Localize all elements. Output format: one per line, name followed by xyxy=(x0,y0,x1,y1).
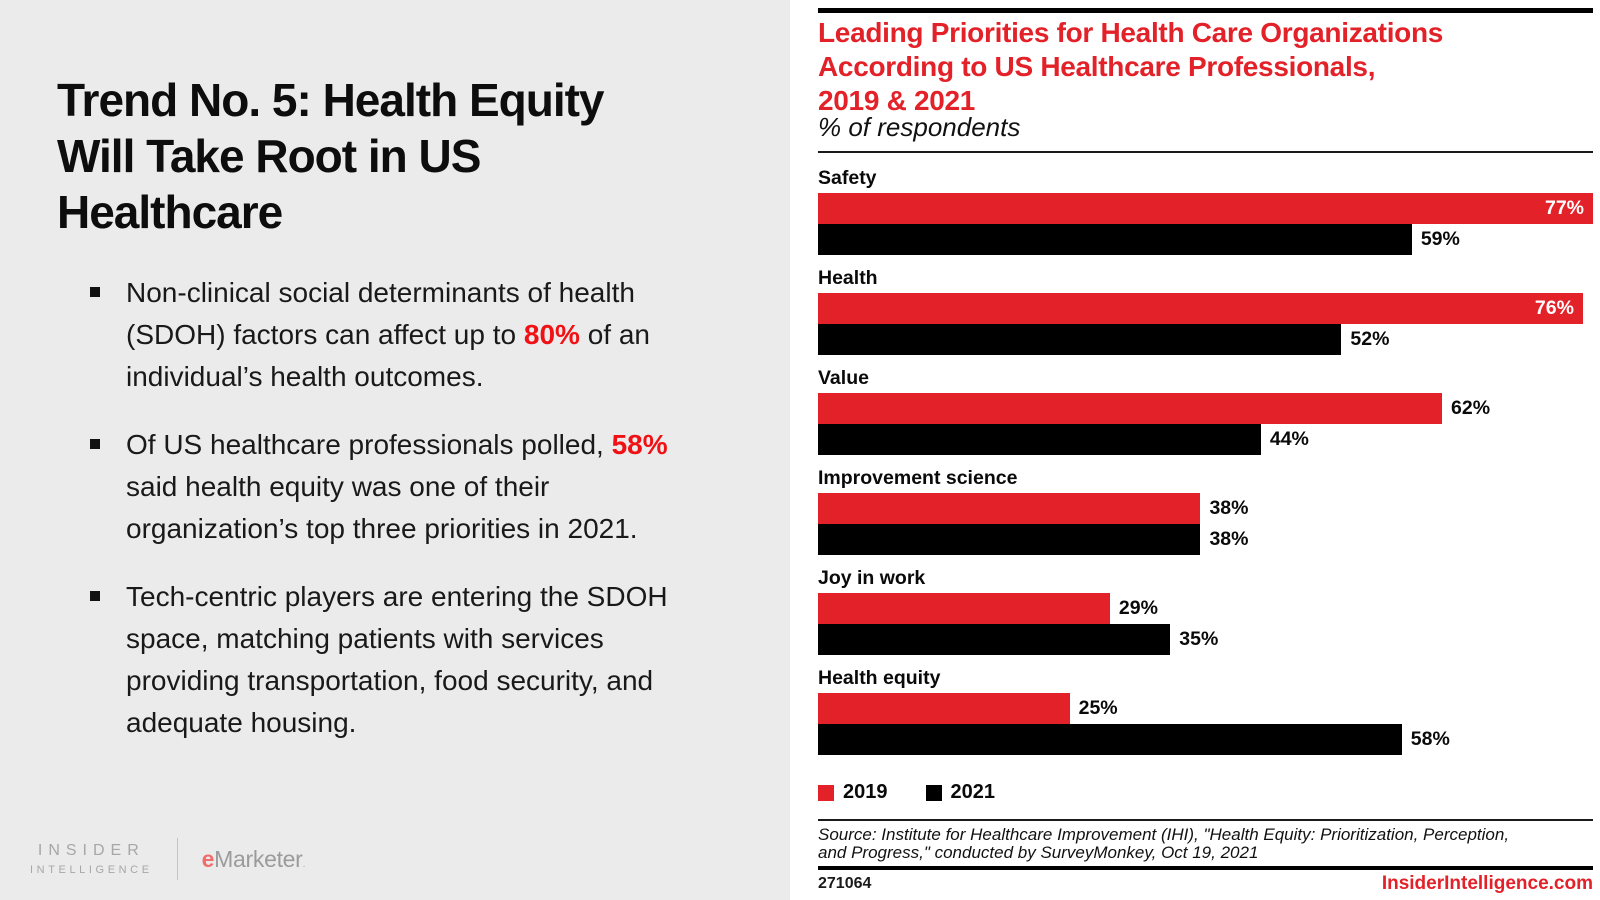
emarketer-logo-e: e xyxy=(201,845,215,872)
page-title: Trend No. 5: Health Equity Will Take Roo… xyxy=(57,72,757,240)
bullet-text: Tech-centric players are entering the SD… xyxy=(126,581,668,738)
bar-value-label: 77% xyxy=(1544,197,1584,219)
page-title-line: Will Take Root in US xyxy=(57,130,481,182)
legend-swatch xyxy=(925,784,942,801)
insider-intelligence-logo: INSIDER INTELLIGENCE xyxy=(30,842,153,876)
bar-2019: 77% xyxy=(818,193,1593,224)
chart-rows: Safety 77% 59% Health 76% 52% Value 62% 44% Impro… xyxy=(818,168,1593,768)
bar-value-label: 52% xyxy=(1350,328,1390,350)
chart-row: Improvement science 38% 38% xyxy=(818,468,1593,555)
emarketer-logo-dot: . xyxy=(302,857,306,870)
bar-line: 59% xyxy=(818,224,1593,255)
bar-2019 xyxy=(818,593,1110,624)
chart-row: Safety 77% 59% xyxy=(818,168,1593,255)
bar-line: 62% xyxy=(818,393,1593,424)
category-label: Health xyxy=(818,267,878,289)
footer-row: 271064 InsiderIntelligence.com xyxy=(818,873,1593,895)
emarketer-logo: eMarketer. xyxy=(202,846,306,873)
chart-row: Health 76% 52% xyxy=(818,268,1593,355)
bar-value-label: 29% xyxy=(1118,597,1158,619)
bar-2021 xyxy=(818,424,1261,455)
bullet-item: Tech-centric players are entering the SD… xyxy=(88,576,700,744)
bullet-text: Non-clinical social determinants of heal… xyxy=(126,277,635,350)
chart-title: Leading Priorities for Health Care Organ… xyxy=(818,16,1593,118)
bar-2019: 76% xyxy=(818,293,1583,324)
category-label: Safety xyxy=(818,167,877,189)
chart-row: Health equity 25% 58% xyxy=(818,668,1593,755)
bar-value-label: 35% xyxy=(1179,628,1219,650)
bar-line: 44% xyxy=(818,424,1593,455)
chart-legend: 2019 2021 xyxy=(818,781,1033,804)
bar-2019 xyxy=(818,393,1443,424)
bar-line: 77% xyxy=(818,193,1593,224)
logo-divider xyxy=(176,838,178,880)
chart-panel: Leading Priorities for Health Care Organ… xyxy=(790,0,1600,900)
emarketer-logo-text: Marketer xyxy=(214,845,303,872)
bar-2021 xyxy=(818,624,1171,655)
logo-row: INSIDER INTELLIGENCE eMarketer. xyxy=(30,838,306,880)
source-note: Source: Institute for Healthcare Improve… xyxy=(818,826,1593,861)
source-line: Source: Institute for Healthcare Improve… xyxy=(818,825,1510,844)
bar-line: 29% xyxy=(818,593,1593,624)
insider-logo-text: INSIDER xyxy=(37,842,145,859)
left-panel: Trend No. 5: Health Equity Will Take Roo… xyxy=(0,0,790,900)
chart-top-rule xyxy=(818,8,1593,13)
bar-2019 xyxy=(818,493,1201,524)
bar-2019 xyxy=(818,693,1070,724)
bullet-text: said health equity was one of their orga… xyxy=(126,471,638,544)
bar-line: 52% xyxy=(818,324,1593,355)
footer-rule xyxy=(818,866,1593,870)
bullet-list: Non-clinical social determinants of heal… xyxy=(88,272,700,770)
intelligence-logo-text: INTELLIGENCE xyxy=(30,864,153,876)
bullet-text: Of US healthcare professionals polled, xyxy=(126,429,612,460)
bar-value-label: 58% xyxy=(1410,728,1450,750)
bullet-text: of an individual’s health outcomes. xyxy=(126,319,650,392)
bar-line: 58% xyxy=(818,724,1593,755)
bullet-highlight: 58% xyxy=(611,429,668,460)
legend-item: 2019 xyxy=(818,781,888,804)
source-line: and Progress," conducted by SurveyMonkey… xyxy=(818,842,1259,862)
legend-label: 2019 xyxy=(843,781,888,803)
category-label: Joy in work xyxy=(818,567,926,589)
bar-value-label: 62% xyxy=(1451,397,1491,419)
bar-line: 76% xyxy=(818,293,1593,324)
chart-title-line: According to US Healthcare Professionals… xyxy=(818,51,1376,82)
bar-value-label: 25% xyxy=(1078,697,1118,719)
legend-label: 2021 xyxy=(950,781,996,803)
bar-line: 38% xyxy=(818,493,1593,524)
bar-value-label: 38% xyxy=(1209,497,1249,519)
page-title-line: Trend No. 5: Health Equity xyxy=(57,74,605,126)
bullet-item: Non-clinical social determinants of heal… xyxy=(88,272,700,398)
category-label: Health equity xyxy=(818,667,941,689)
bar-value-label: 59% xyxy=(1420,228,1460,250)
legend-item: 2021 xyxy=(925,781,996,804)
bar-2021 xyxy=(818,724,1402,755)
site-link[interactable]: InsiderIntelligence.com xyxy=(1381,873,1593,894)
divider-rule xyxy=(818,819,1593,821)
bullet-highlight: 80% xyxy=(523,319,580,350)
chart-title-line: 2019 & 2021 xyxy=(818,85,976,116)
bar-2021 xyxy=(818,324,1342,355)
bar-line: 35% xyxy=(818,624,1593,655)
chart-row: Joy in work 29% 35% xyxy=(818,568,1593,655)
bar-line: 25% xyxy=(818,693,1593,724)
chart-title-line: Leading Priorities for Health Care Organ… xyxy=(818,17,1444,48)
chart-id: 271064 xyxy=(818,875,872,892)
bar-2021 xyxy=(818,524,1201,555)
bar-value-label: 38% xyxy=(1209,528,1249,550)
bar-line: 38% xyxy=(818,524,1593,555)
divider-rule xyxy=(818,151,1593,153)
category-label: Improvement science xyxy=(818,467,1018,489)
bar-value-label: 76% xyxy=(1534,297,1574,319)
category-label: Value xyxy=(818,367,869,389)
chart-subtitle: % of respondents xyxy=(818,112,1021,142)
bar-2021 xyxy=(818,224,1412,255)
bullet-item: Of US healthcare professionals polled, 5… xyxy=(88,424,700,550)
legend-swatch xyxy=(818,784,834,801)
chart-row: Value 62% 44% xyxy=(818,368,1593,455)
page-title-line: Healthcare xyxy=(57,186,283,238)
bar-value-label: 44% xyxy=(1269,428,1309,450)
